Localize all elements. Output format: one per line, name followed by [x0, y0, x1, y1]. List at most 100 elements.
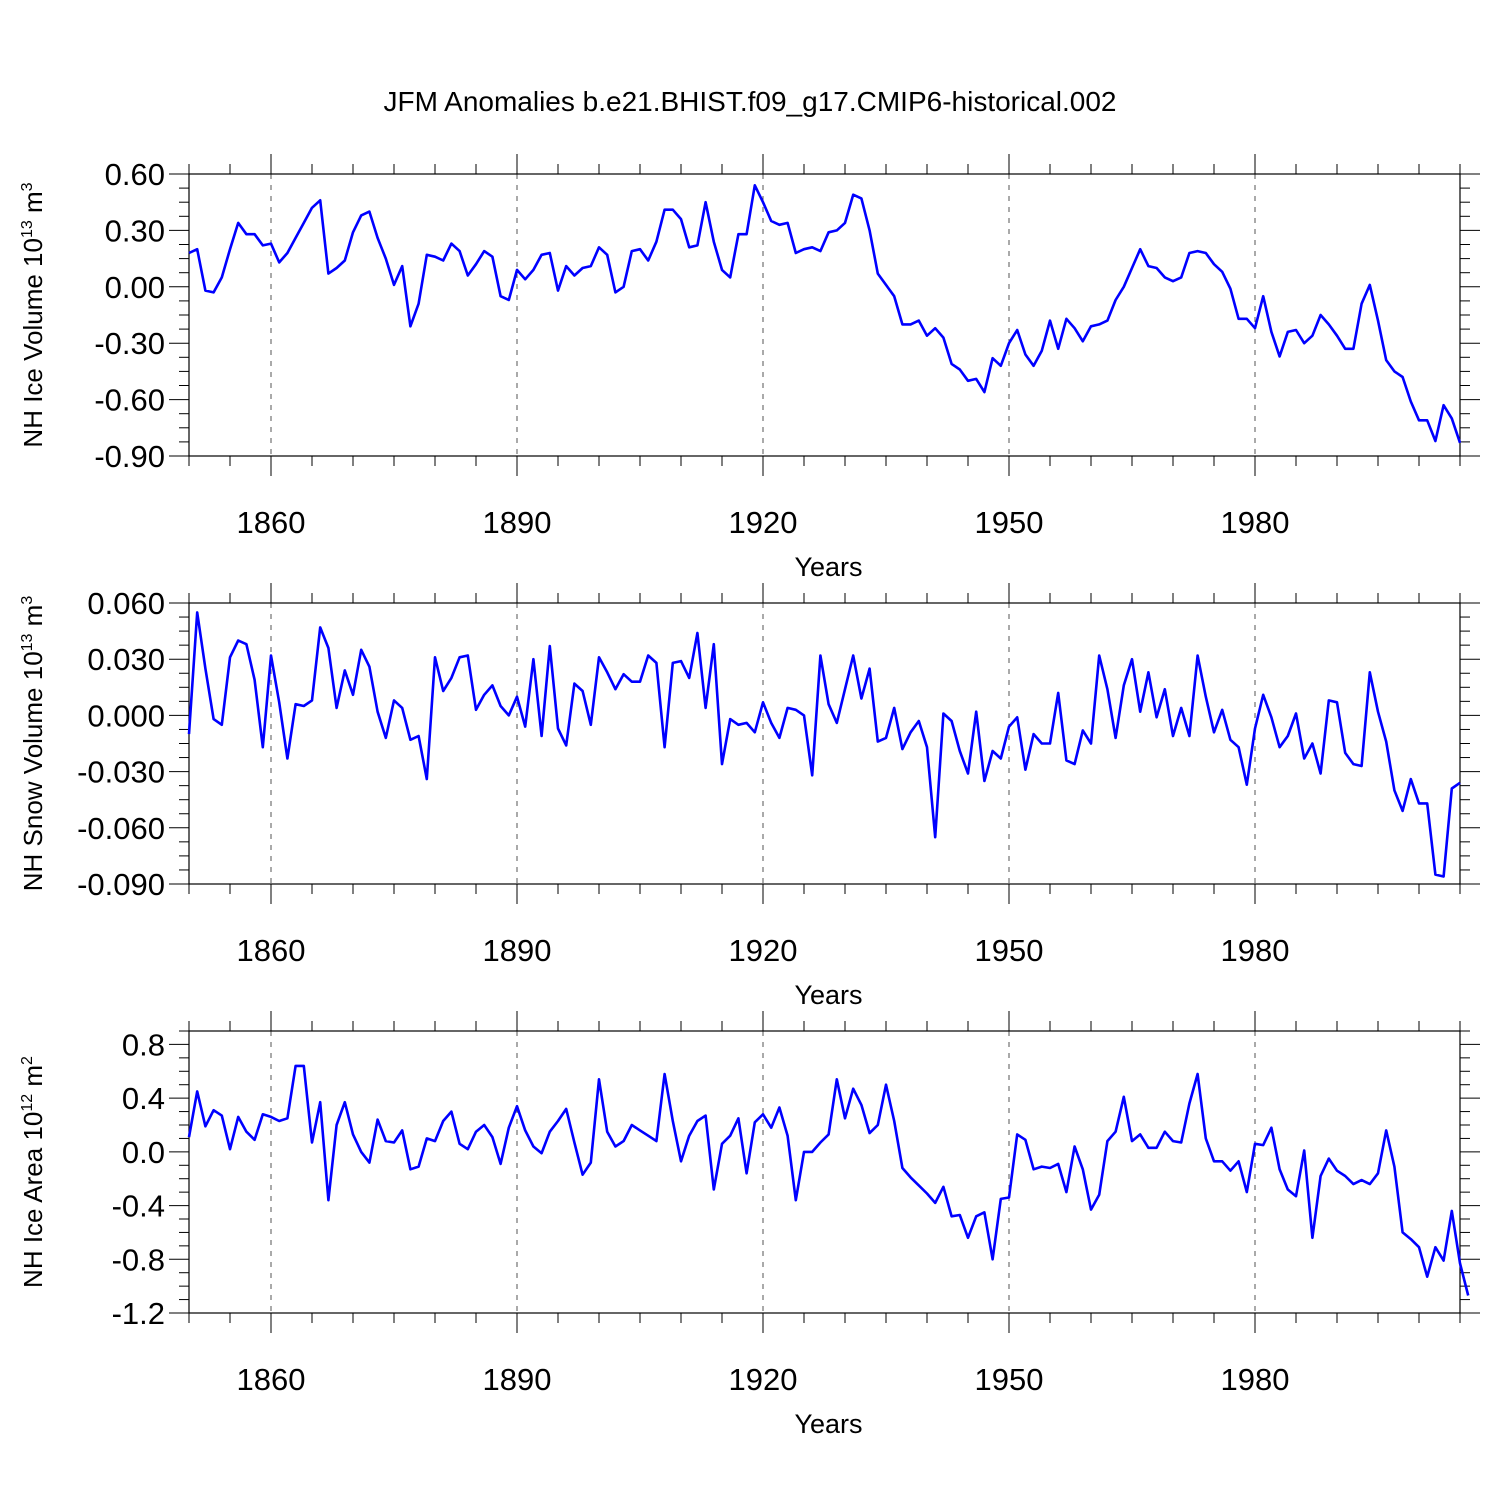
data-point: [549, 1131, 551, 1133]
data-point: [1213, 731, 1215, 733]
y-tick-label: -1.2: [112, 1296, 165, 1331]
data-point: [1057, 1163, 1059, 1165]
data-point: [303, 1065, 305, 1067]
data-point: [1041, 350, 1043, 352]
data-point: [1410, 778, 1412, 780]
data-point: [270, 1116, 272, 1118]
data-point: [631, 1124, 633, 1126]
y-tick-label: -0.30: [94, 326, 165, 361]
x-tick-label: 1980: [1221, 933, 1290, 968]
data-point: [1065, 759, 1067, 761]
data-point: [1459, 1262, 1461, 1264]
data-point: [1262, 1144, 1264, 1146]
data-point: [1221, 271, 1223, 273]
data-point: [1410, 1238, 1412, 1240]
x-axis-title: Years: [794, 1409, 862, 1439]
data-point: [967, 380, 969, 382]
data-point: [335, 267, 337, 269]
data-point: [631, 250, 633, 252]
data-point: [237, 639, 239, 641]
data-point: [1032, 1168, 1034, 1170]
data-point: [237, 222, 239, 224]
data-point: [877, 740, 879, 742]
data-point: [278, 261, 280, 263]
x-axis-title: Years: [794, 552, 862, 582]
data-point: [836, 722, 838, 724]
data-point: [819, 250, 821, 252]
data-point: [729, 276, 731, 278]
data-point: [1418, 1246, 1420, 1248]
data-point: [1065, 1191, 1067, 1193]
data-point: [1024, 353, 1026, 355]
data-point: [1442, 875, 1444, 877]
data-point: [245, 233, 247, 235]
data-point: [729, 1135, 731, 1137]
data-point: [188, 1136, 190, 1138]
data-point: [516, 1105, 518, 1107]
data-point: [368, 210, 370, 212]
data-point: [311, 1141, 313, 1143]
data-point: [508, 1126, 510, 1128]
data-point: [934, 327, 936, 329]
data-point: [614, 291, 616, 293]
data-point: [811, 774, 813, 776]
data-point: [467, 274, 469, 276]
data-point: [573, 682, 575, 684]
data-point: [918, 720, 920, 722]
data-point: [1016, 716, 1018, 718]
data-point: [1008, 725, 1010, 727]
data-point: [1393, 370, 1395, 372]
data-point: [1311, 334, 1313, 336]
x-tick-label: 1920: [729, 505, 798, 540]
data-point: [491, 684, 493, 686]
data-point: [737, 233, 739, 235]
data-point: [696, 244, 698, 246]
data-point: [1131, 658, 1133, 660]
data-point: [868, 667, 870, 669]
data-point: [1295, 712, 1297, 714]
data-point: [803, 714, 805, 716]
data-point: [1451, 787, 1453, 789]
data-point: [549, 645, 551, 647]
data-point: [1442, 1259, 1444, 1261]
ice-volume-series-line: [188, 184, 1462, 444]
data-point: [1082, 340, 1084, 342]
data-point: [622, 673, 624, 675]
data-point: [1426, 419, 1428, 421]
data-point: [696, 1120, 698, 1122]
data-point: [409, 739, 411, 741]
data-point: [417, 735, 419, 737]
data-point: [721, 763, 723, 765]
data-point: [795, 1199, 797, 1201]
data-point: [434, 256, 436, 258]
data-point: [663, 209, 665, 211]
data-point: [598, 656, 600, 658]
data-point: [278, 701, 280, 703]
data-point: [401, 1129, 403, 1131]
y-tick-label: 0.000: [87, 698, 165, 733]
data-point: [762, 201, 764, 203]
y-tick-label: -0.8: [112, 1242, 165, 1277]
data-point: [1459, 782, 1461, 784]
data-point: [1213, 263, 1215, 265]
data-point: [1246, 318, 1248, 320]
data-point: [819, 654, 821, 656]
data-point: [360, 214, 362, 216]
data-point: [491, 256, 493, 258]
data-point: [1303, 757, 1305, 759]
data-point: [1352, 1183, 1354, 1185]
data-point: [1114, 1131, 1116, 1133]
data-point: [1049, 319, 1051, 321]
data-point: [1090, 325, 1092, 327]
data-point: [606, 254, 608, 256]
data-point: [335, 1124, 337, 1126]
data-point: [942, 712, 944, 714]
data-point: [688, 1135, 690, 1137]
data-point: [1393, 1165, 1395, 1167]
data-point: [270, 654, 272, 656]
data-point: [508, 299, 510, 301]
data-point: [352, 694, 354, 696]
data-point: [1155, 716, 1157, 718]
data-point: [1098, 654, 1100, 656]
data-point: [819, 1141, 821, 1143]
